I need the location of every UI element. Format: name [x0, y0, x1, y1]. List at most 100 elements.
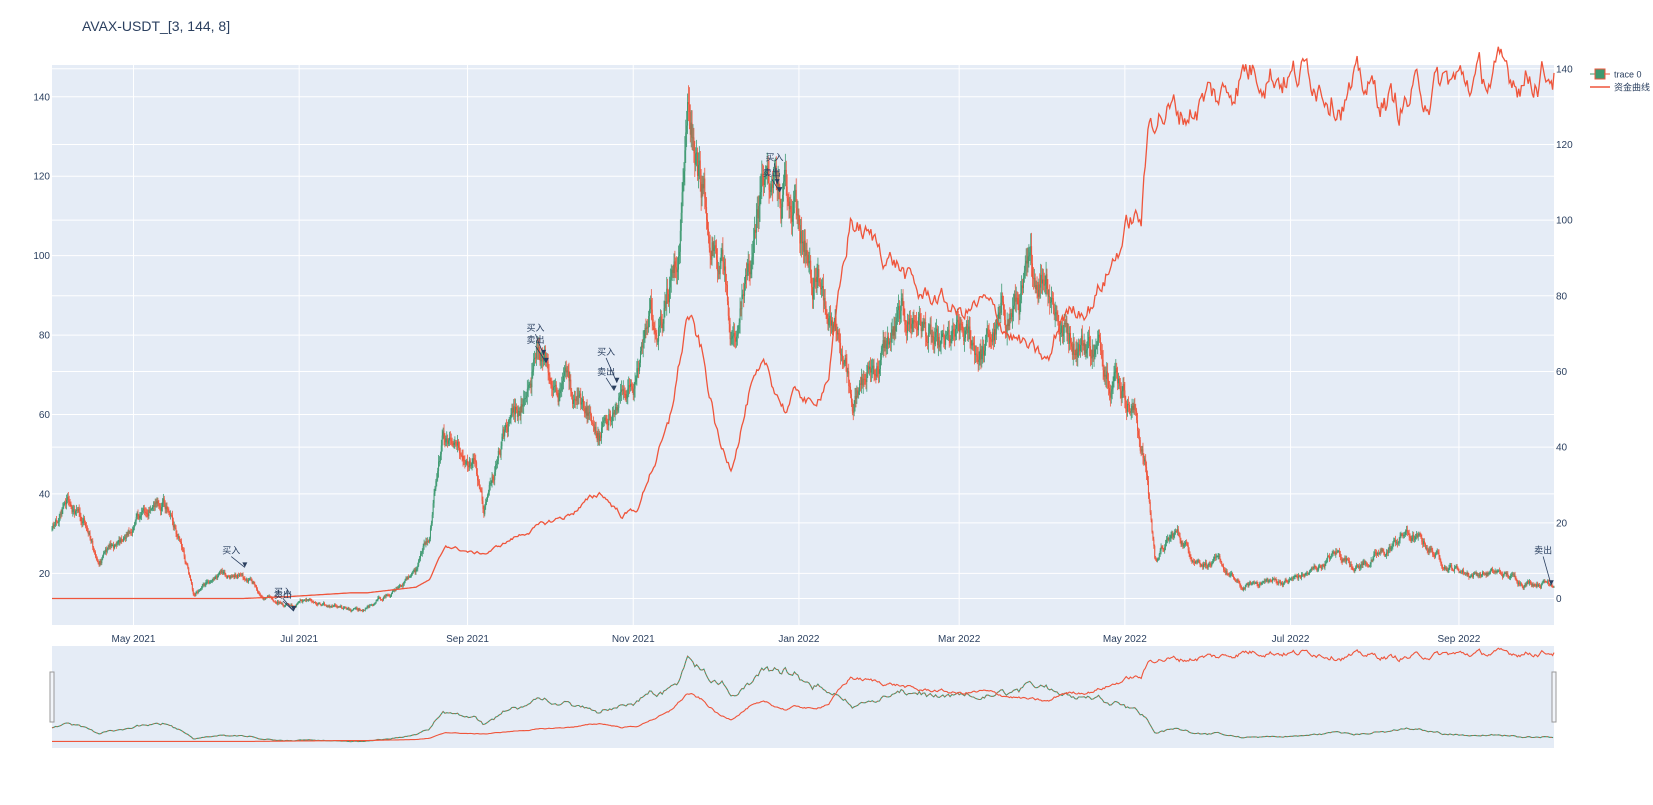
- candle-body: [653, 325, 655, 331]
- candle-body: [664, 301, 666, 309]
- candle-body: [1529, 581, 1531, 584]
- candle-body: [417, 565, 419, 569]
- candle-body: [865, 379, 867, 383]
- candle-body: [471, 463, 473, 466]
- candle-body: [790, 205, 792, 213]
- candle-body: [1360, 564, 1362, 568]
- candle-body: [1177, 529, 1179, 533]
- candle-body: [1237, 580, 1239, 582]
- candle-body: [313, 601, 315, 603]
- candle-body: [1310, 568, 1312, 571]
- candle-body: [1278, 581, 1280, 584]
- candle-body: [1376, 553, 1378, 555]
- candle-body: [1391, 547, 1393, 548]
- chart-title: AVAX-USDT_[3, 144, 8]: [82, 18, 231, 34]
- range-slider-handle[interactable]: [1551, 671, 1557, 723]
- candle-body: [602, 421, 604, 423]
- candle-body: [1283, 581, 1285, 585]
- candle-body: [622, 389, 624, 391]
- candle-body: [433, 493, 435, 504]
- x-tick-label: May 2022: [1103, 634, 1147, 645]
- candle-body: [1500, 571, 1502, 574]
- candle-body: [755, 215, 757, 233]
- candle-body: [126, 534, 128, 536]
- candle-body: [873, 365, 875, 375]
- candle-body: [170, 514, 172, 516]
- candle-body: [1172, 533, 1174, 538]
- candle-body: [901, 298, 903, 302]
- range-slider-equity-line: [52, 647, 1555, 742]
- candle-body: [505, 424, 507, 431]
- candle-body: [961, 323, 963, 328]
- candle-body: [1475, 572, 1477, 574]
- candle-body: [1121, 391, 1123, 398]
- candle-body: [1047, 288, 1049, 297]
- candle-body: [582, 399, 584, 403]
- candle-body: [241, 574, 243, 576]
- candle-body: [1159, 550, 1161, 555]
- candle-body: [168, 509, 170, 513]
- candle-body: [993, 329, 995, 341]
- candle-body: [158, 503, 160, 506]
- candle-body: [157, 501, 159, 504]
- candle-body: [391, 593, 393, 597]
- candle-body: [1059, 328, 1061, 335]
- candle-body: [1037, 289, 1039, 297]
- candle-body: [1280, 583, 1282, 584]
- candle-body: [348, 608, 350, 610]
- candle-body: [1553, 586, 1555, 588]
- range-slider-handle[interactable]: [49, 671, 55, 723]
- candle-body: [560, 389, 562, 391]
- candle-body: [464, 460, 466, 464]
- candle-body: [1425, 547, 1427, 549]
- candle-body: [1206, 565, 1208, 569]
- candle-body: [436, 478, 438, 482]
- annotation-label: 买入: [222, 546, 240, 556]
- candle-body: [189, 573, 191, 577]
- candle-body: [172, 520, 174, 528]
- candle-body: [933, 340, 935, 345]
- candle-body: [1124, 390, 1126, 400]
- candle-body: [1463, 572, 1465, 574]
- candle-body: [1289, 579, 1291, 581]
- candle-body: [1204, 563, 1206, 566]
- candle-body: [584, 410, 586, 414]
- candle-body: [1244, 586, 1246, 590]
- candle-body: [1284, 580, 1286, 582]
- candle-body: [1392, 543, 1394, 548]
- candle-body: [75, 511, 77, 514]
- candle-body: [1127, 403, 1129, 412]
- candle-body: [289, 605, 291, 607]
- candle-body: [297, 602, 299, 604]
- candle-body: [113, 544, 115, 549]
- candle-body: [238, 574, 240, 576]
- candle-body: [780, 203, 782, 219]
- candle-body: [613, 412, 615, 415]
- candle-body: [494, 471, 496, 480]
- candle-body: [800, 231, 802, 244]
- candle-body: [379, 597, 381, 599]
- candle-body: [81, 521, 83, 524]
- plot-area: [52, 65, 1554, 625]
- candle-body: [575, 400, 577, 402]
- candle-body: [400, 585, 402, 587]
- candle-body: [75, 509, 77, 512]
- candle-body: [1537, 583, 1539, 586]
- candle-body: [355, 607, 357, 609]
- candle-body: [1277, 582, 1279, 584]
- candle-body: [295, 604, 297, 607]
- candle-body: [548, 372, 550, 376]
- candle-body: [937, 337, 939, 346]
- candle-body: [165, 506, 167, 510]
- candle-body: [637, 367, 639, 369]
- candle-body: [708, 236, 710, 248]
- candle-body: [1340, 557, 1342, 561]
- candle-body: [868, 365, 870, 370]
- candle-body: [1498, 570, 1500, 572]
- candle-body: [342, 608, 344, 609]
- candle-body: [161, 502, 163, 508]
- candle-body: [759, 192, 761, 206]
- candle-body: [578, 395, 580, 397]
